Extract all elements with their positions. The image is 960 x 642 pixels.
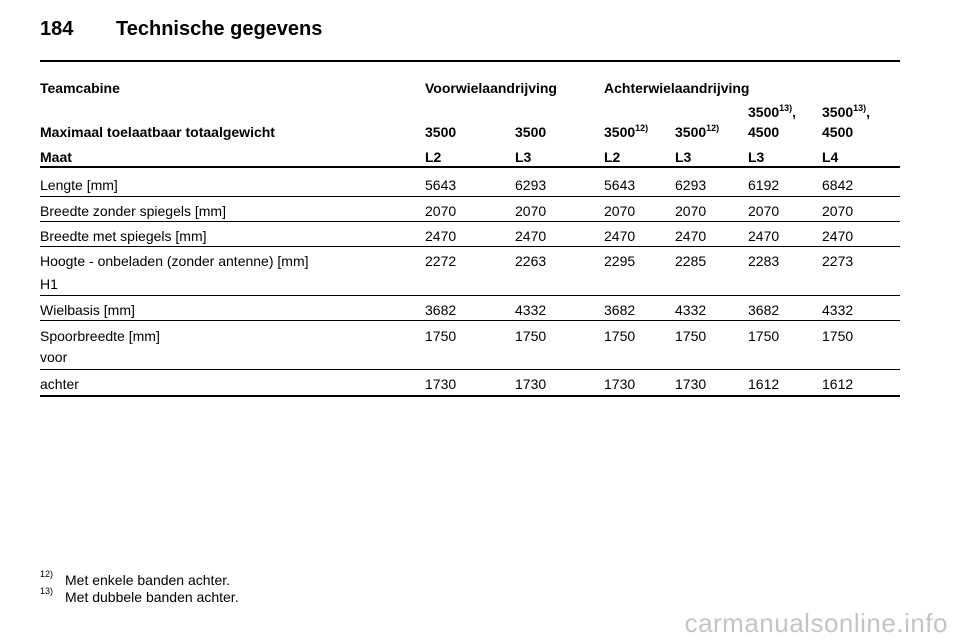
row-value: 2272 [425,253,457,269]
row-value: 2070 [822,203,854,219]
top-rule [40,60,900,62]
size-value: L3 [515,149,532,165]
row-divider [40,369,900,370]
weight-value: 4500 [822,124,854,140]
row-value: 1750 [822,328,854,344]
row-value: 2070 [515,203,547,219]
row-value: 3682 [604,302,636,318]
row-value: 1750 [515,328,547,344]
row-value: 6842 [822,177,854,193]
row-value: 2283 [748,253,780,269]
row-divider [40,221,900,222]
watermark: carmanualsonline.info [684,608,948,638]
row-value: 1612 [822,376,854,392]
row-value: 6293 [675,177,707,193]
row-value: 1730 [515,376,547,392]
row-value: 2470 [675,228,707,244]
row-label: Wielbasis [mm] [40,302,135,318]
row-value: 1612 [748,376,780,392]
row-label: Hoogte - onbeladen (zonder antenne) [mm] [40,253,309,269]
group-front: Voorwielaandrijving [425,80,557,96]
row-label: Breedte zonder spiegels [mm] [40,203,226,219]
row-value: 1750 [675,328,707,344]
row-label: Lengte [mm] [40,177,118,193]
footnote-text: Met enkele banden achter. [65,572,231,588]
row-value: 1730 [425,376,457,392]
weight-value: 350012) [675,123,720,141]
footnote-text: Met dubbele banden achter. [65,589,239,605]
row-divider [40,295,900,296]
group-label: Teamcabine [40,80,120,96]
row-value: 2470 [822,228,854,244]
row-value: 2470 [515,228,547,244]
weight-value: 3500 [515,124,547,140]
row-label: achter [40,376,79,392]
row-value: 1730 [675,376,707,392]
row-value: 1750 [425,328,457,344]
row-value: 4332 [675,302,707,318]
row-value: 2070 [748,203,780,219]
row-value: 2470 [748,228,780,244]
row-value: 2273 [822,253,854,269]
page-number: 184 [40,18,74,40]
size-value: L3 [675,149,692,165]
size-value: L2 [425,149,442,165]
row-divider [40,196,900,197]
row-value: 2285 [675,253,707,269]
footnote-mark: 13) [40,586,54,596]
weight-value: 4500 [748,124,780,140]
weight-label: Maximaal toelaatbaar totaalgewicht [40,124,275,140]
row-value: 4332 [515,302,547,318]
row-divider [40,246,900,247]
row-value: 6192 [748,177,780,193]
row-value: 2070 [425,203,457,219]
row-sublabel: H1 [40,276,58,292]
row-value: 2295 [604,253,636,269]
group-rear: Achterwielaandrijving [604,80,750,96]
row-value: 2263 [515,253,547,269]
row-value: 1730 [604,376,636,392]
row-value: 2070 [604,203,636,219]
weight-value: 350012) [604,123,649,141]
row-value: 1750 [748,328,780,344]
row-value: 3682 [748,302,780,318]
size-value: L4 [822,149,839,165]
row-sublabel: voor [40,349,68,365]
size-value: L2 [604,149,621,165]
row-value: 2470 [604,228,636,244]
row-value: 1750 [604,328,636,344]
row-value: 3682 [425,302,457,318]
weight-value-top: 350013), [748,103,797,121]
footnote-mark: 12) [40,569,54,579]
page-title: Technische gegevens [116,18,323,40]
weight-value: 3500 [425,124,457,140]
table-bottom-rule [40,395,900,397]
row-label: Spoorbreedte [mm] [40,328,160,344]
row-value: 6293 [515,177,547,193]
row-value: 2470 [425,228,457,244]
size-value: L3 [748,149,765,165]
row-divider [40,320,900,321]
row-label: Breedte met spiegels [mm] [40,228,207,244]
row-value: 2070 [675,203,707,219]
row-value: 5643 [425,177,457,193]
row-value: 4332 [822,302,854,318]
size-label: Maat [40,149,72,165]
row-value: 5643 [604,177,636,193]
header-rule [40,166,900,168]
weight-value-top: 350013), [822,103,871,121]
